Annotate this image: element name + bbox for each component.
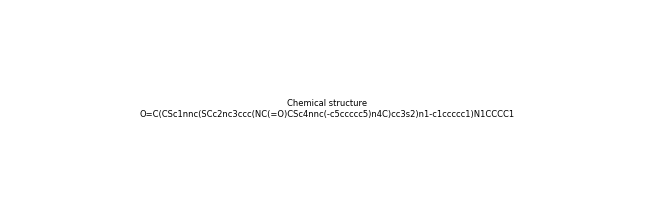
Text: Chemical structure
O=C(CSc1nnc(SCc2nc3ccc(NC(=O)CSc4nnc(-c5ccccc5)n4C)cc3s2)n1-c: Chemical structure O=C(CSc1nnc(SCc2nc3cc… xyxy=(139,99,515,119)
